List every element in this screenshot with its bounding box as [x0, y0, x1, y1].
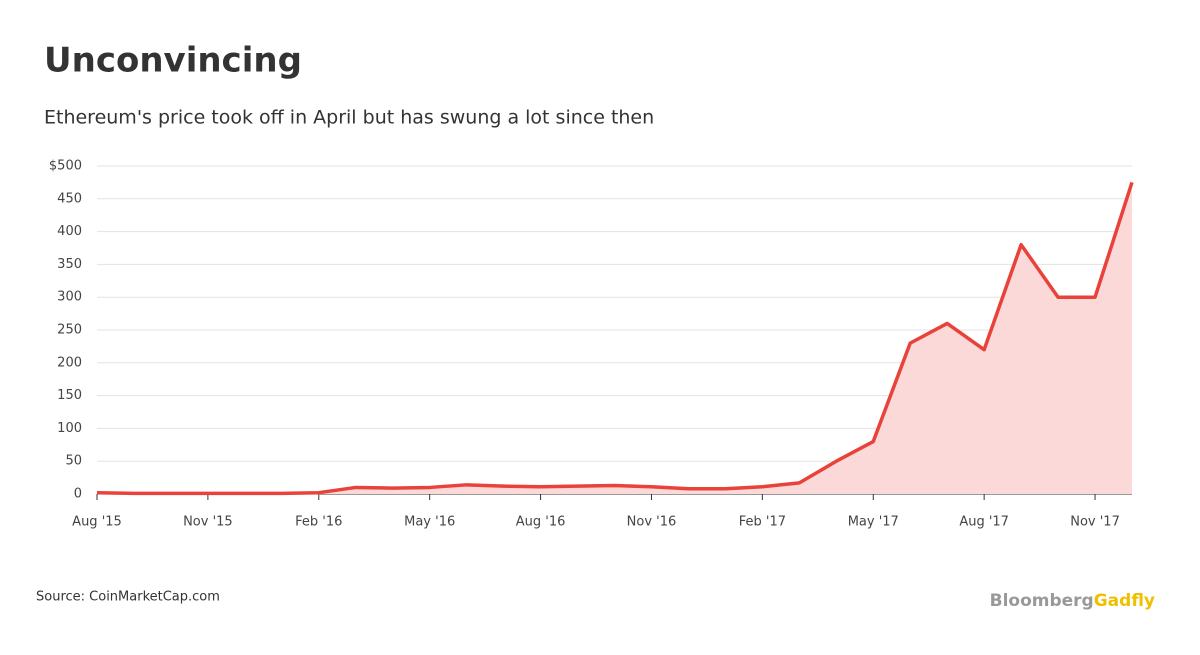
- x-tick-label: Nov '16: [627, 515, 677, 530]
- chart-subtitle: Ethereum's price took off in April but h…: [44, 107, 654, 129]
- x-tick-label: Nov '15: [183, 515, 233, 530]
- brand-name: Bloomberg: [990, 591, 1094, 611]
- y-tick-label: 350: [57, 257, 82, 272]
- brand-accent: Gadfly: [1094, 591, 1155, 611]
- y-tick-label: 400: [57, 224, 82, 239]
- brand: BloombergGadfly: [990, 591, 1155, 611]
- source: Source: CoinMarketCap.com: [36, 590, 220, 605]
- x-tick-label: Feb '17: [739, 515, 786, 530]
- area: [97, 182, 1132, 494]
- y-tick-label: 300: [57, 290, 82, 305]
- y-tick-label: 150: [57, 388, 82, 403]
- x-tick-label: May '16: [404, 515, 455, 530]
- x-tick-label: Aug '17: [959, 515, 1009, 530]
- x-tick-label: Feb '16: [295, 515, 342, 530]
- chart-title: Unconvincing: [44, 41, 302, 81]
- x-tick-label: Aug '15: [72, 515, 122, 530]
- y-tick-label: 450: [57, 191, 82, 206]
- line: [96, 181, 1134, 496]
- y-tick-label: $500: [49, 159, 82, 174]
- x-tick-label: Nov '17: [1070, 515, 1120, 530]
- y-tick-label: 100: [57, 421, 82, 436]
- y-tick-label: 50: [65, 454, 82, 469]
- y-tick-label: 200: [57, 355, 82, 370]
- x-tick-label: Aug '16: [516, 515, 566, 530]
- y-tick-label: 250: [57, 323, 82, 338]
- x-tick-label: May '17: [848, 515, 899, 530]
- y-tick-label: 0: [74, 487, 82, 502]
